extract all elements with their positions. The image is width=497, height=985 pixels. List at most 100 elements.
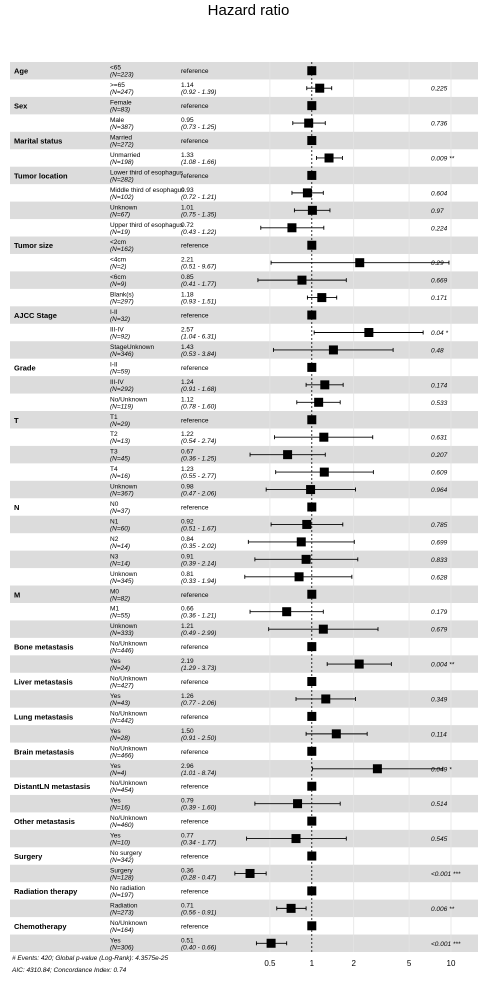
- n-label: (N=37): [110, 508, 130, 515]
- reference-label: reference: [181, 103, 209, 110]
- level-label: I-II: [110, 361, 118, 368]
- reference-label: reference: [181, 592, 209, 599]
- hr-point: [307, 746, 317, 756]
- n-label: (N=346): [110, 351, 134, 358]
- hr-point: [307, 781, 317, 791]
- level-label: Unknown: [110, 571, 137, 578]
- ci-value: (1.04 - 6.31): [181, 333, 216, 340]
- n-label: (N=67): [110, 211, 130, 218]
- ci-value: (1.08 - 1.66): [181, 159, 216, 166]
- level-label: Unknown: [110, 484, 137, 491]
- n-label: (N=342): [110, 857, 134, 864]
- hr-point: [319, 467, 329, 477]
- row-background: [10, 166, 478, 185]
- hr-point: [328, 345, 338, 355]
- row-background: [10, 131, 478, 150]
- reference-label: reference: [181, 173, 209, 180]
- level-label: Female: [110, 100, 132, 107]
- hr-point: [324, 153, 334, 163]
- ci-value: (0.36 - 1.21): [181, 613, 216, 620]
- hr-value: 0.66: [181, 606, 194, 613]
- n-label: (N=345): [110, 578, 134, 585]
- n-label: (N=466): [110, 752, 134, 759]
- hr-point: [286, 903, 296, 913]
- p-value: 0.631: [431, 435, 448, 442]
- hr-value: 0.51: [181, 937, 194, 944]
- hr-value: 0.85: [181, 274, 194, 281]
- n-label: (N=460): [110, 822, 134, 829]
- n-label: (N=197): [110, 892, 134, 899]
- ci-value: (1.01 - 8.74): [181, 770, 216, 777]
- p-value: 0.179: [431, 609, 448, 616]
- hr-value: 0.92: [181, 518, 194, 525]
- p-value: 0.171: [431, 295, 448, 302]
- n-label: (N=273): [110, 909, 134, 916]
- hr-point: [293, 799, 303, 809]
- reference-label: reference: [181, 644, 209, 651]
- p-value: 0.004 **: [431, 662, 455, 669]
- hr-value: 0.79: [181, 798, 194, 805]
- reference-label: reference: [181, 313, 209, 320]
- n-label: (N=14): [110, 560, 130, 567]
- n-label: (N=119): [110, 403, 133, 410]
- level-label: No/Unknown: [110, 710, 148, 717]
- n-label: (N=82): [110, 595, 130, 602]
- level-label: Unknown: [110, 623, 137, 630]
- p-value: 0.514: [431, 801, 448, 808]
- row-background: [10, 725, 478, 743]
- variable-label: Marital status: [14, 137, 62, 146]
- ci-value: (0.55 - 2.77): [181, 473, 216, 480]
- p-value: 0.48: [431, 347, 444, 354]
- n-label: (N=24): [110, 665, 130, 672]
- level-label: T3: [110, 449, 118, 456]
- hr-value: 1.12: [181, 396, 194, 403]
- p-value: 0.29: [431, 260, 444, 267]
- level-label: Yes: [110, 937, 121, 944]
- reference-label: reference: [181, 749, 209, 756]
- row-background: [10, 794, 478, 813]
- hr-value: 2.21: [181, 257, 194, 264]
- n-label: (N=29): [110, 421, 130, 428]
- level-label: No/Unknown: [110, 641, 148, 648]
- p-value: 0.97: [431, 208, 444, 215]
- hr-value: 2.96: [181, 763, 194, 770]
- hr-value: 0.98: [181, 484, 194, 491]
- hr-value: 0.72: [181, 222, 194, 229]
- hr-value: 1.18: [181, 292, 194, 299]
- hr-value: 1.33: [181, 152, 194, 159]
- variable-label: Bone metastasis: [14, 643, 74, 652]
- hr-point: [297, 275, 307, 285]
- footer-events: # Events: 420; Global p-value (Log-Rank)…: [12, 955, 169, 962]
- level-label: N0: [110, 501, 119, 508]
- row-background: [10, 201, 478, 220]
- n-label: (N=9): [110, 281, 126, 288]
- hr-point: [307, 170, 317, 180]
- hr-point: [291, 834, 301, 844]
- hr-point: [301, 554, 311, 564]
- hr-point: [283, 450, 293, 460]
- row-background: [10, 306, 478, 324]
- hr-value: 2.57: [181, 326, 194, 333]
- hr-value: 1.23: [181, 466, 194, 473]
- reference-label: reference: [181, 243, 209, 250]
- x-tick-label: 5: [407, 959, 412, 968]
- level-label: <6cm: [110, 274, 126, 281]
- p-value: 0.225: [431, 86, 448, 93]
- n-label: (N=223): [110, 72, 134, 79]
- variable-label: Surgery: [14, 852, 43, 861]
- level-label: >=65: [110, 82, 125, 89]
- level-label: Upper third of esophagus: [110, 222, 184, 229]
- reference-label: reference: [181, 505, 209, 512]
- hr-point: [315, 83, 325, 93]
- ci-value: (0.34 - 1.77): [181, 840, 216, 847]
- hr-point: [307, 240, 317, 250]
- hr-value: 1.43: [181, 344, 194, 351]
- n-label: (N=306): [110, 944, 134, 951]
- hr-point: [307, 205, 317, 215]
- ci-value: (0.39 - 2.14): [181, 560, 216, 567]
- n-label: (N=162): [110, 246, 134, 253]
- variable-label: AJCC Stage: [14, 311, 57, 320]
- ci-value: (0.36 - 1.25): [181, 456, 216, 463]
- hr-point: [331, 729, 341, 739]
- p-value: 0.533: [431, 400, 448, 407]
